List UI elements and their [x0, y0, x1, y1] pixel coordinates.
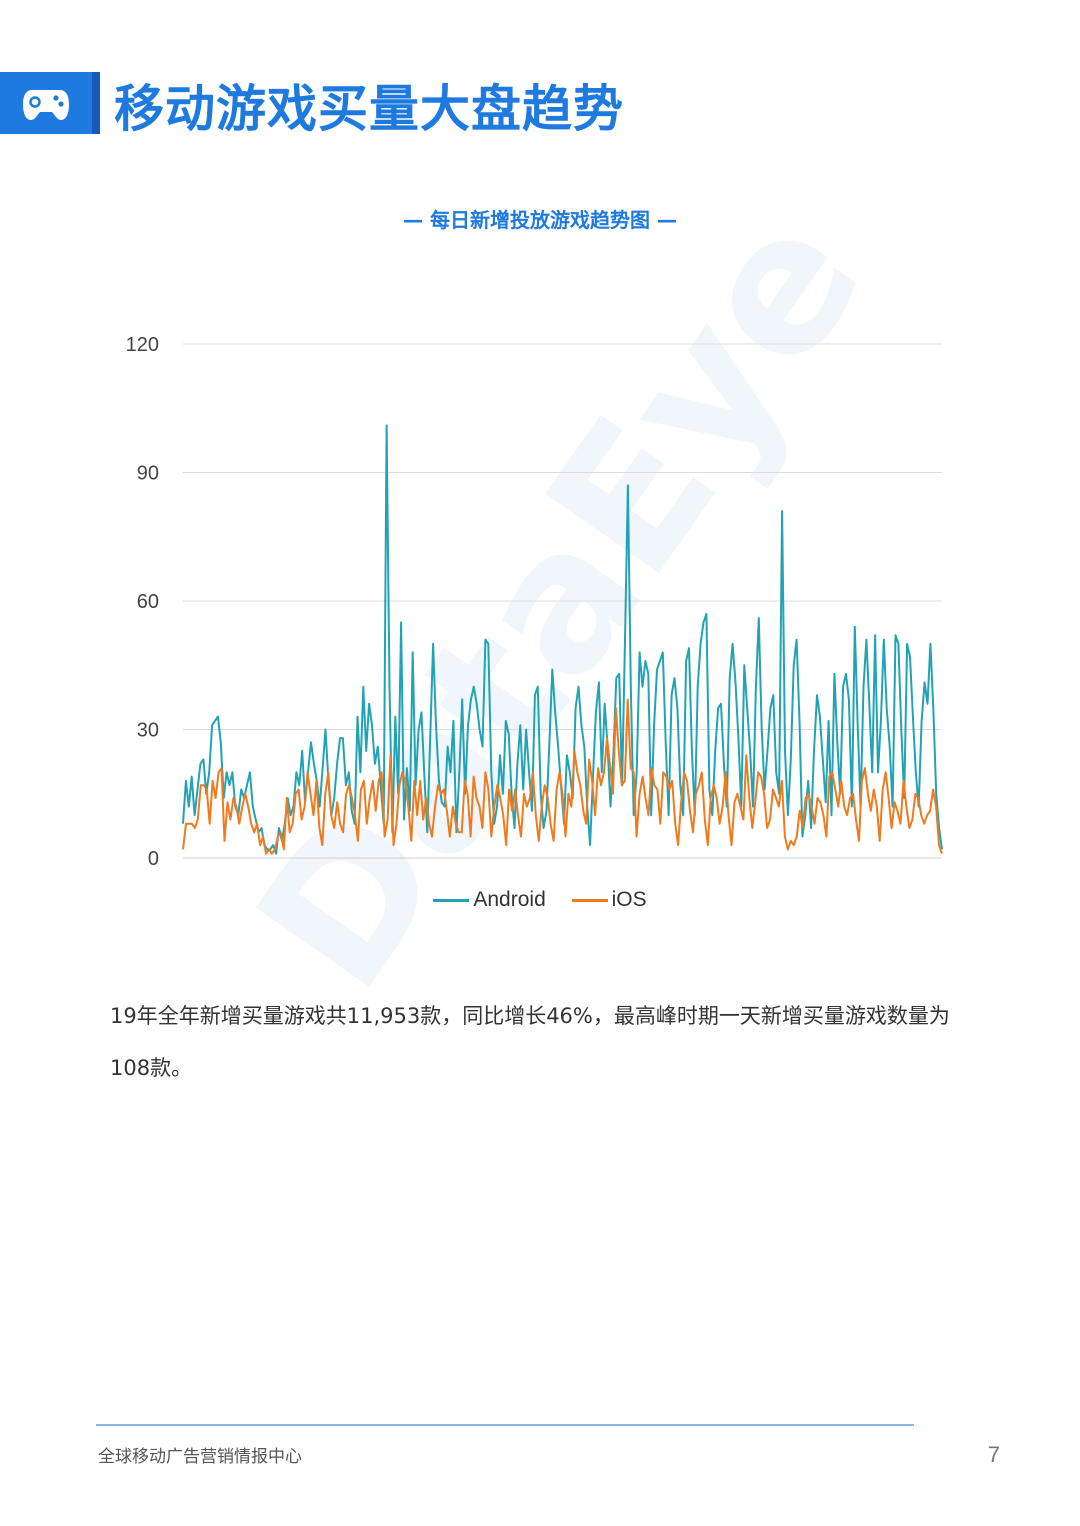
gamepad-icon — [23, 90, 69, 120]
page-title: 移动游戏买量大盘趋势 — [114, 80, 624, 138]
chart-legend: Android iOS — [0, 888, 1080, 912]
line-chart: 0 30 60 90 120 — [126, 334, 943, 870]
footer-divider — [96, 1424, 914, 1426]
y-axis-ticks: 0 30 60 90 120 — [126, 334, 159, 870]
header-accent-block — [0, 72, 100, 134]
y-tick-label: 120 — [126, 334, 159, 356]
legend-item-ios: iOS — [571, 888, 647, 912]
y-tick-label: 60 — [137, 591, 159, 613]
footer-org: 全球移动广告营销情报中心 — [98, 1447, 302, 1467]
legend-item-android: Android — [433, 888, 546, 912]
page-number: 7 — [987, 1442, 1000, 1467]
legend-swatch-android — [433, 899, 470, 903]
chart-title: — 每日新增投放游戏趋势图 — — [403, 208, 677, 232]
y-tick-label: 90 — [137, 463, 159, 485]
y-tick-label: 0 — [148, 848, 159, 870]
legend-swatch-ios — [571, 899, 608, 903]
y-tick-label: 30 — [137, 720, 159, 742]
legend-label-android: Android — [473, 888, 546, 912]
summary-paragraph: 19年全年新增买量游戏共11,953款，同比增长46%，最高峰时期一天新增买量游… — [110, 1004, 950, 1080]
chart-series — [182, 424, 943, 855]
legend-label-ios: iOS — [611, 888, 647, 912]
series-line-ios — [182, 698, 943, 855]
